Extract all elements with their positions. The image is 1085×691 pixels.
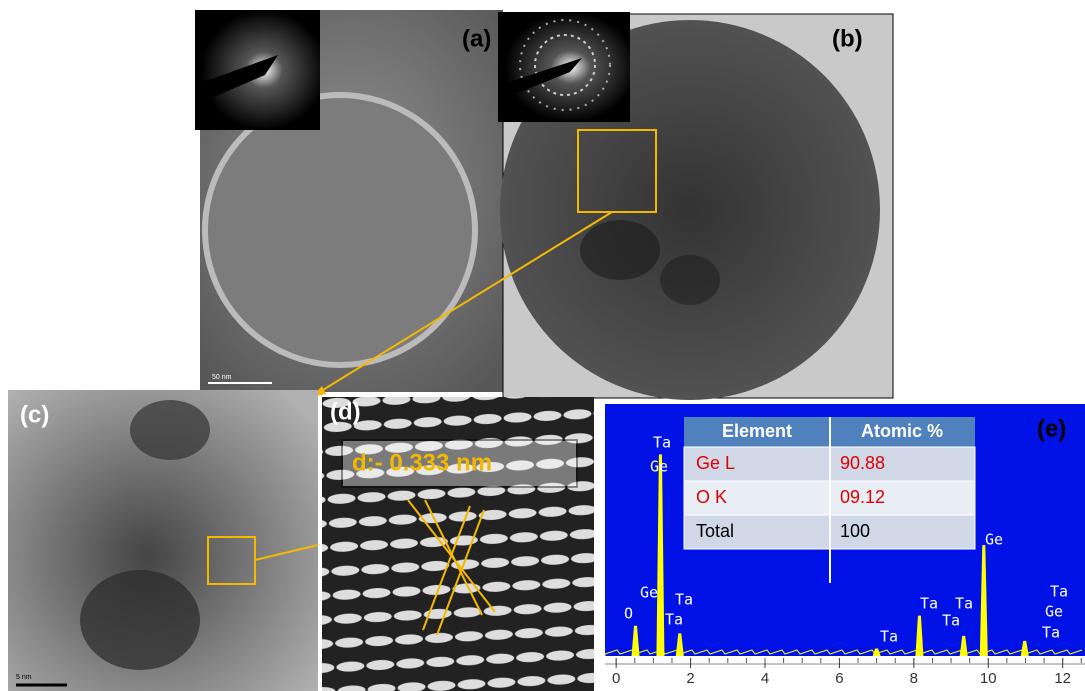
table-cell: Ge L xyxy=(696,453,735,473)
panel-a: 50 nm (a) xyxy=(195,10,503,392)
table-header-cell: Element xyxy=(722,421,792,441)
scale-bar-label: 50 nm xyxy=(212,374,232,381)
panel-label: (c) xyxy=(20,401,49,428)
x-tick-label: 10 xyxy=(980,670,997,687)
table-cell: 09.12 xyxy=(840,487,885,507)
peak-label: Ge xyxy=(640,584,658,602)
peak-label: Ta xyxy=(665,611,683,629)
peak-label: Ta xyxy=(1050,583,1068,601)
peak-label: Ta xyxy=(942,612,960,630)
panel-label: (e) xyxy=(1037,415,1066,442)
table-header-cell: Atomic % xyxy=(861,421,943,441)
panel-d: d:- 0.333 nm (d) xyxy=(322,397,594,691)
peak-label: Ge xyxy=(650,458,668,476)
panel-label: (d) xyxy=(330,398,361,425)
table-cell: O K xyxy=(696,487,727,507)
peak-label: Ta xyxy=(955,595,973,613)
x-tick-label: 6 xyxy=(835,670,843,687)
table-cell: 100 xyxy=(840,521,870,541)
x-tick-label: 0 xyxy=(612,670,620,687)
x-tick-label: 8 xyxy=(910,670,918,687)
panel-label: (a) xyxy=(462,25,491,52)
peak-label: Ge xyxy=(985,531,1003,549)
panel-b: (b) xyxy=(498,12,893,400)
scale-bar-label: 5 nm xyxy=(16,674,32,681)
panel-c: 5 nm (c) xyxy=(8,390,318,691)
peak-label: Ta xyxy=(920,595,938,613)
d-spacing: d:- 0.333 nm xyxy=(352,449,492,476)
figure: 50 nm (a) (b) 5 nm (c) d:- 0.333 nm (d) … xyxy=(0,0,1085,691)
table-cell: 90.88 xyxy=(840,453,885,473)
peak-label: Ta xyxy=(653,434,671,452)
peak-label: Ta xyxy=(1042,624,1060,642)
x-tick-label: 2 xyxy=(686,670,694,687)
x-tick-label: 12 xyxy=(1054,670,1071,687)
table-cell: Total xyxy=(696,521,734,541)
peak-label: O xyxy=(624,605,633,623)
peak-label: Ge xyxy=(1045,603,1063,621)
peak-label: Ta xyxy=(675,591,693,609)
peak-label: Ta xyxy=(880,628,898,646)
x-tick-label: 4 xyxy=(761,670,769,687)
panel-label: (b) xyxy=(832,25,863,52)
